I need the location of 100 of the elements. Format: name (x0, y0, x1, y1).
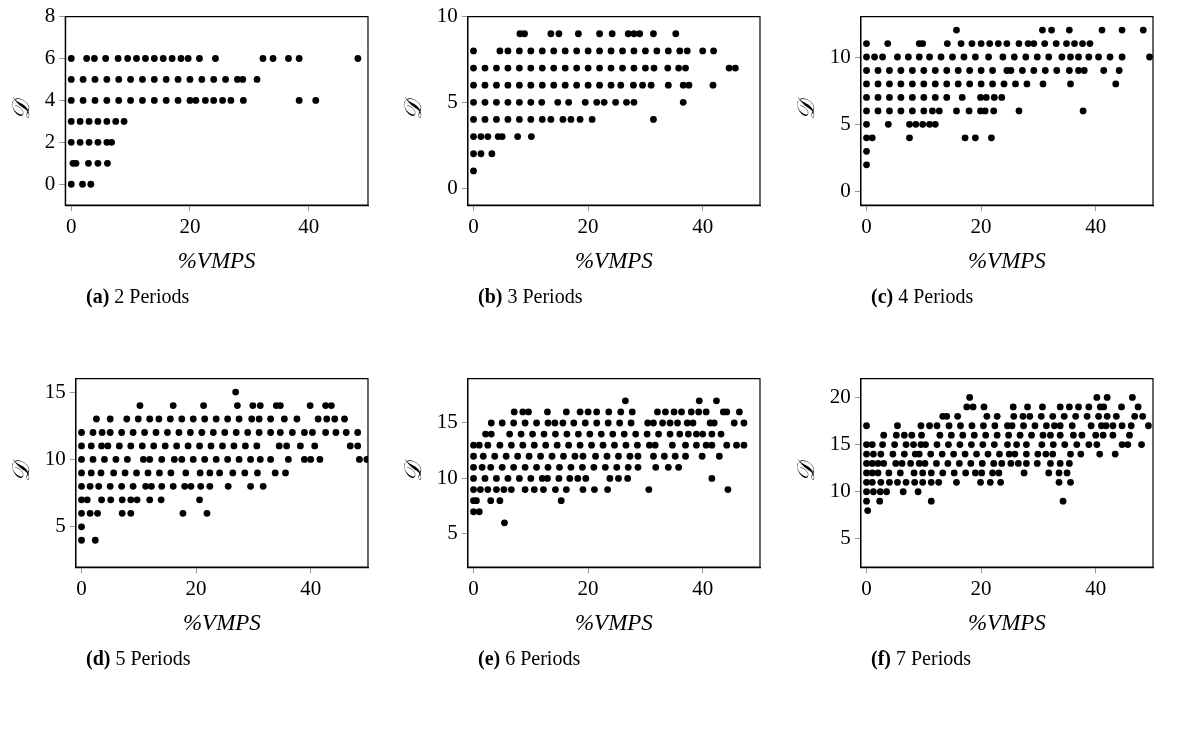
point (615, 452, 622, 460)
y-tick-label: 10 (829, 43, 851, 68)
point (123, 456, 131, 463)
point (973, 450, 980, 458)
point (487, 497, 495, 505)
point (920, 107, 928, 115)
point (998, 460, 1006, 467)
point (880, 431, 888, 439)
x-tick-label: 20 (970, 576, 992, 601)
point (567, 463, 575, 471)
y-tick-label: 10 (829, 478, 851, 503)
point (908, 94, 916, 101)
point (247, 482, 254, 490)
point (488, 150, 496, 158)
point (933, 441, 941, 449)
point (868, 134, 876, 142)
point (118, 482, 126, 490)
point (597, 430, 605, 438)
point (1096, 450, 1104, 458)
point (85, 117, 93, 125)
point (1112, 80, 1120, 88)
point (611, 441, 618, 449)
point (189, 456, 197, 463)
point (184, 55, 192, 62)
point (210, 76, 218, 83)
point (94, 117, 102, 125)
point (1041, 67, 1049, 74)
point (477, 150, 485, 158)
point (921, 460, 929, 467)
point (676, 47, 684, 55)
point (983, 412, 991, 420)
point (108, 138, 115, 146)
point (484, 486, 492, 493)
point (94, 509, 101, 517)
point (1041, 40, 1049, 47)
point (1079, 40, 1086, 47)
point (886, 67, 893, 74)
point (103, 97, 111, 104)
point (920, 67, 928, 74)
point (94, 138, 102, 146)
point (1111, 450, 1119, 458)
point (650, 116, 657, 123)
point (908, 431, 916, 439)
point (733, 441, 740, 449)
point (86, 509, 94, 517)
point (919, 469, 927, 477)
point (953, 107, 960, 115)
point (169, 482, 177, 490)
point (980, 403, 988, 411)
point (174, 76, 182, 83)
point (296, 442, 304, 450)
point (1047, 460, 1054, 467)
point (863, 497, 870, 505)
point (863, 94, 870, 101)
point (1071, 40, 1078, 47)
point (885, 469, 893, 477)
point (127, 76, 134, 83)
point (540, 486, 547, 493)
point (219, 442, 226, 450)
point (79, 76, 87, 83)
point (91, 97, 99, 104)
point (879, 441, 886, 449)
point (907, 460, 915, 467)
point (521, 30, 528, 38)
point (1033, 460, 1041, 467)
point (986, 40, 994, 47)
point (224, 415, 232, 423)
point (493, 475, 500, 482)
point (493, 81, 500, 89)
point (899, 488, 907, 496)
point (1023, 80, 1031, 88)
point (552, 486, 559, 493)
point (939, 469, 947, 477)
point (1037, 412, 1045, 420)
point (76, 138, 84, 146)
point (1055, 478, 1063, 486)
point (550, 81, 558, 89)
point (674, 419, 681, 427)
point (931, 120, 939, 128)
point (484, 441, 492, 449)
point (863, 422, 870, 430)
point (1085, 441, 1093, 449)
point (179, 509, 187, 517)
point (966, 80, 974, 88)
point (584, 47, 592, 55)
point (224, 456, 232, 463)
point (1102, 422, 1110, 430)
point (562, 408, 570, 416)
point (133, 55, 140, 62)
point (470, 98, 477, 106)
point (863, 107, 870, 115)
point (871, 53, 878, 61)
point (651, 441, 659, 449)
point (479, 452, 487, 460)
point (115, 97, 123, 104)
point (1000, 80, 1008, 88)
point (1063, 40, 1070, 47)
point (493, 486, 500, 493)
point (566, 475, 574, 482)
point (78, 469, 85, 477)
